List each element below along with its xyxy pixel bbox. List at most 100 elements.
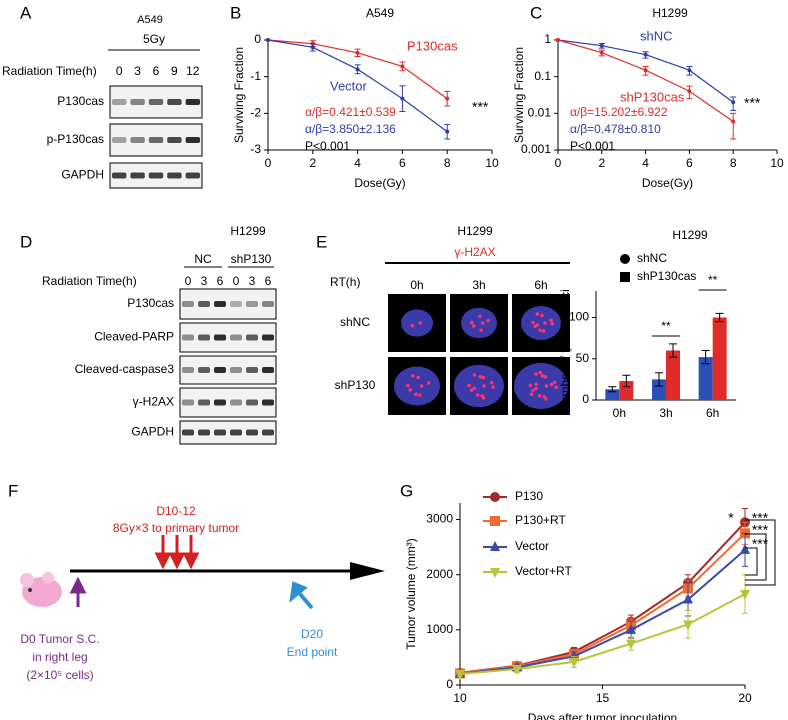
blot-box [179,288,277,320]
band [182,367,194,373]
focus [410,323,415,328]
legend-marker [490,516,500,526]
band [198,367,210,373]
annotation: * [728,510,734,526]
x-tick-label: 10 [485,156,499,170]
x-axis-label: Days after tumor inoculation [528,711,677,720]
point [643,68,648,73]
point [731,100,736,105]
series-label: shNC [640,28,673,43]
focus [472,373,477,377]
band [182,301,194,307]
start-arrow [69,576,87,607]
chart-title: H1299 [672,228,708,242]
series-line [459,593,746,675]
y-tick-label: 3000 [426,512,453,526]
time: 0 [116,64,123,78]
focus [408,388,413,392]
series-label: Vector [330,78,368,93]
point [626,623,636,634]
bar [666,350,680,400]
focus [544,397,548,401]
point [310,45,315,50]
band [230,367,242,373]
point [569,657,579,668]
legend-marker [490,568,500,578]
y-tick-label: 0.1 [534,69,551,83]
annotation: α/β=3.850±2.136 [305,122,396,136]
start-site: in right leg [32,650,87,664]
panel-letter: B [230,3,241,22]
panel-letter: C [530,3,542,22]
y-tick-label: -1 [250,69,261,83]
x-tick-label: 0 [555,156,562,170]
x-tick-label: 6h [706,406,719,420]
error-bar [622,374,631,388]
focus [554,385,559,389]
time: 3 [249,274,256,288]
row-label: Cleaved-PARP [94,330,174,344]
legend-label: P130 [515,489,543,503]
x-tick-label: 20 [738,691,752,705]
focus [472,386,477,391]
dose: 5Gy [143,32,165,46]
band [112,137,127,143]
focus [478,374,483,379]
timeline-arrow [350,562,385,580]
row-label: P130cas [57,94,104,108]
cell-line: H1299 [230,224,266,238]
x-tick-label: 2 [598,156,605,170]
time: 6 [265,274,272,288]
error-bar [669,343,677,358]
focus [410,373,415,378]
annotation: *** [752,536,769,552]
series-label: P130cas [407,38,458,53]
start-day: D0 Tumor S.C. [20,632,99,646]
point [512,665,522,676]
band [214,301,226,307]
band [167,172,182,179]
focus [471,324,476,328]
annotation: P<0.001 [305,139,350,153]
blot-box [179,420,277,445]
time-label: Radiation Time(h) [42,274,137,288]
band [230,334,242,341]
focus [481,396,486,400]
point [400,64,405,69]
time-label: Radiation Time(h) [2,64,97,78]
focus [550,322,555,326]
focus [481,375,486,380]
band [262,334,274,341]
x-tick-label: 3h [659,406,672,420]
series-line [459,532,746,675]
x-tick-label: 2 [309,156,316,170]
time: 6 [153,64,160,78]
y-tick-label: 0 [446,677,453,691]
bar [619,381,634,400]
end-day: D20 [301,627,323,641]
focus [531,320,535,325]
band [148,99,164,105]
annotation: α/β=15.202±6.922 [570,105,668,119]
focus [406,383,410,388]
point [643,52,648,57]
band [262,301,274,307]
point [687,89,692,94]
legend-label: Vector [515,539,549,553]
group: NC [194,252,212,266]
band [112,99,127,105]
series-label: shP130cas [620,89,685,104]
point [731,119,736,124]
cell-line: H1299 [457,224,493,238]
band [246,334,258,341]
focus [537,393,542,398]
band [198,399,210,406]
band [198,334,210,341]
panel-letter: F [8,481,18,500]
x-tick-label: 6 [686,156,693,170]
annotation: ** [708,273,718,287]
row-label: γ-H2AX [133,395,174,409]
band [167,137,182,143]
nucleus [454,364,504,408]
